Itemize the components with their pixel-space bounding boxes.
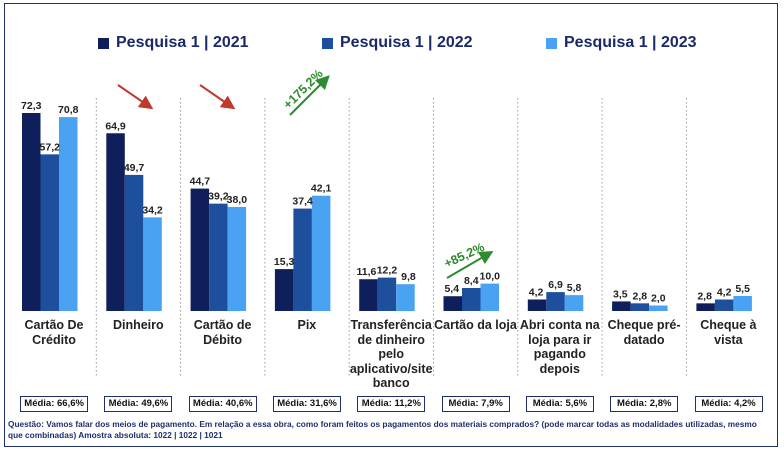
legend-label-2023: Pesquisa 1 | 2023 xyxy=(564,34,697,51)
data-label: 6,9 xyxy=(548,279,563,291)
average-box: Média: 49,6% xyxy=(104,396,173,412)
bar xyxy=(630,303,650,311)
average-box: Média: 66,6% xyxy=(20,396,89,412)
data-label: 70,8 xyxy=(58,104,79,116)
legend-item-2021: Pesquisa 1 | 2021 xyxy=(98,34,249,52)
bar xyxy=(443,296,462,311)
category-label: Cartão de Débito xyxy=(193,318,252,347)
data-label: 44,7 xyxy=(190,176,211,188)
data-label: 37,4 xyxy=(292,196,313,208)
data-label: 34,2 xyxy=(142,204,163,216)
category-label: Cartão De Crédito xyxy=(24,318,84,347)
data-label: 4,2 xyxy=(529,286,544,298)
bar xyxy=(377,277,397,311)
bar xyxy=(480,283,499,311)
bar xyxy=(311,195,331,311)
data-label: 39,2 xyxy=(208,191,229,203)
legend-swatch-2021 xyxy=(98,37,109,49)
data-label: 12,2 xyxy=(377,265,398,277)
data-label: 2,8 xyxy=(633,290,648,302)
legend-label-2022: Pesquisa 1 | 2022 xyxy=(340,34,473,51)
bar xyxy=(274,269,294,311)
legend: Pesquisa 1 | 2021 Pesquisa 1 | 2022 Pesq… xyxy=(0,34,784,58)
category-label: Transferência de dinheiro pelo aplicativ… xyxy=(349,318,433,390)
bar xyxy=(124,174,144,311)
bar xyxy=(396,284,415,311)
data-label: 2,8 xyxy=(697,290,712,302)
bar xyxy=(59,117,78,312)
average-box: Média: 5,6% xyxy=(525,396,594,412)
data-label: 3,5 xyxy=(613,288,628,300)
data-label: 5,5 xyxy=(735,283,750,295)
bar xyxy=(612,301,631,311)
bar xyxy=(462,287,481,311)
trend-down-arrow xyxy=(117,84,154,110)
growth-annotation: +175,2% xyxy=(281,67,326,112)
data-label: 8,4 xyxy=(464,275,479,287)
bar xyxy=(209,203,228,311)
legend-item-2023: Pesquisa 1 | 2023 xyxy=(546,34,697,52)
data-label: 10,0 xyxy=(480,271,501,283)
data-label: 42,1 xyxy=(311,183,332,195)
data-label: 64,9 xyxy=(105,120,126,132)
data-label: 49,7 xyxy=(124,162,145,174)
trend-up-arrow xyxy=(289,75,330,116)
category-label: Cartão da loja xyxy=(434,318,517,332)
bar xyxy=(649,305,668,311)
data-label: 57,2 xyxy=(40,141,61,153)
data-label: 72,3 xyxy=(21,100,42,112)
bar xyxy=(564,295,584,311)
category-label: Cheque pré-datado xyxy=(607,318,681,347)
category-label: Abri conta na loja para ir pagando depoi… xyxy=(519,318,600,376)
data-label: 38,0 xyxy=(227,194,248,206)
category-label: Cheque à vista xyxy=(700,318,757,347)
bar xyxy=(527,299,547,311)
bar xyxy=(696,303,715,311)
data-label: 9,8 xyxy=(401,271,416,283)
average-box: Média: 11,2% xyxy=(357,396,426,412)
data-label: 15,3 xyxy=(274,256,295,268)
data-label: 2,0 xyxy=(651,293,666,305)
bar xyxy=(359,279,378,311)
bar xyxy=(546,292,565,311)
trend-up-arrow xyxy=(446,250,494,279)
data-label: 4,2 xyxy=(717,286,732,298)
data-label: 5,4 xyxy=(444,283,459,295)
trend-down-arrow xyxy=(199,84,236,110)
bar xyxy=(227,206,247,311)
bar xyxy=(22,113,41,311)
legend-swatch-2022 xyxy=(322,37,333,49)
average-box: Média: 40,6% xyxy=(188,396,257,412)
legend-label-2021: Pesquisa 1 | 2021 xyxy=(116,34,249,51)
legend-item-2022: Pesquisa 1 | 2022 xyxy=(322,34,473,52)
bar xyxy=(190,188,210,311)
bar xyxy=(106,133,125,311)
data-label: 11,6 xyxy=(357,266,377,278)
average-box: Média: 31,6% xyxy=(273,396,342,412)
bar xyxy=(714,299,734,311)
category-label: Pix xyxy=(297,318,317,332)
bar xyxy=(40,154,59,311)
bar xyxy=(733,295,752,311)
average-box: Média: 7,9% xyxy=(441,396,510,412)
data-label: 5,8 xyxy=(567,282,582,294)
average-box: Média: 2,8% xyxy=(610,396,679,412)
bar xyxy=(143,217,162,311)
category-label: Dinheiro xyxy=(112,318,164,332)
legend-swatch-2023 xyxy=(546,37,557,49)
average-box: Média: 4,2% xyxy=(694,396,763,412)
growth-annotation: +85,2% xyxy=(442,240,487,271)
bar xyxy=(293,208,312,311)
footnote: Questão: Vamos falar dos meios de pagame… xyxy=(8,419,757,440)
